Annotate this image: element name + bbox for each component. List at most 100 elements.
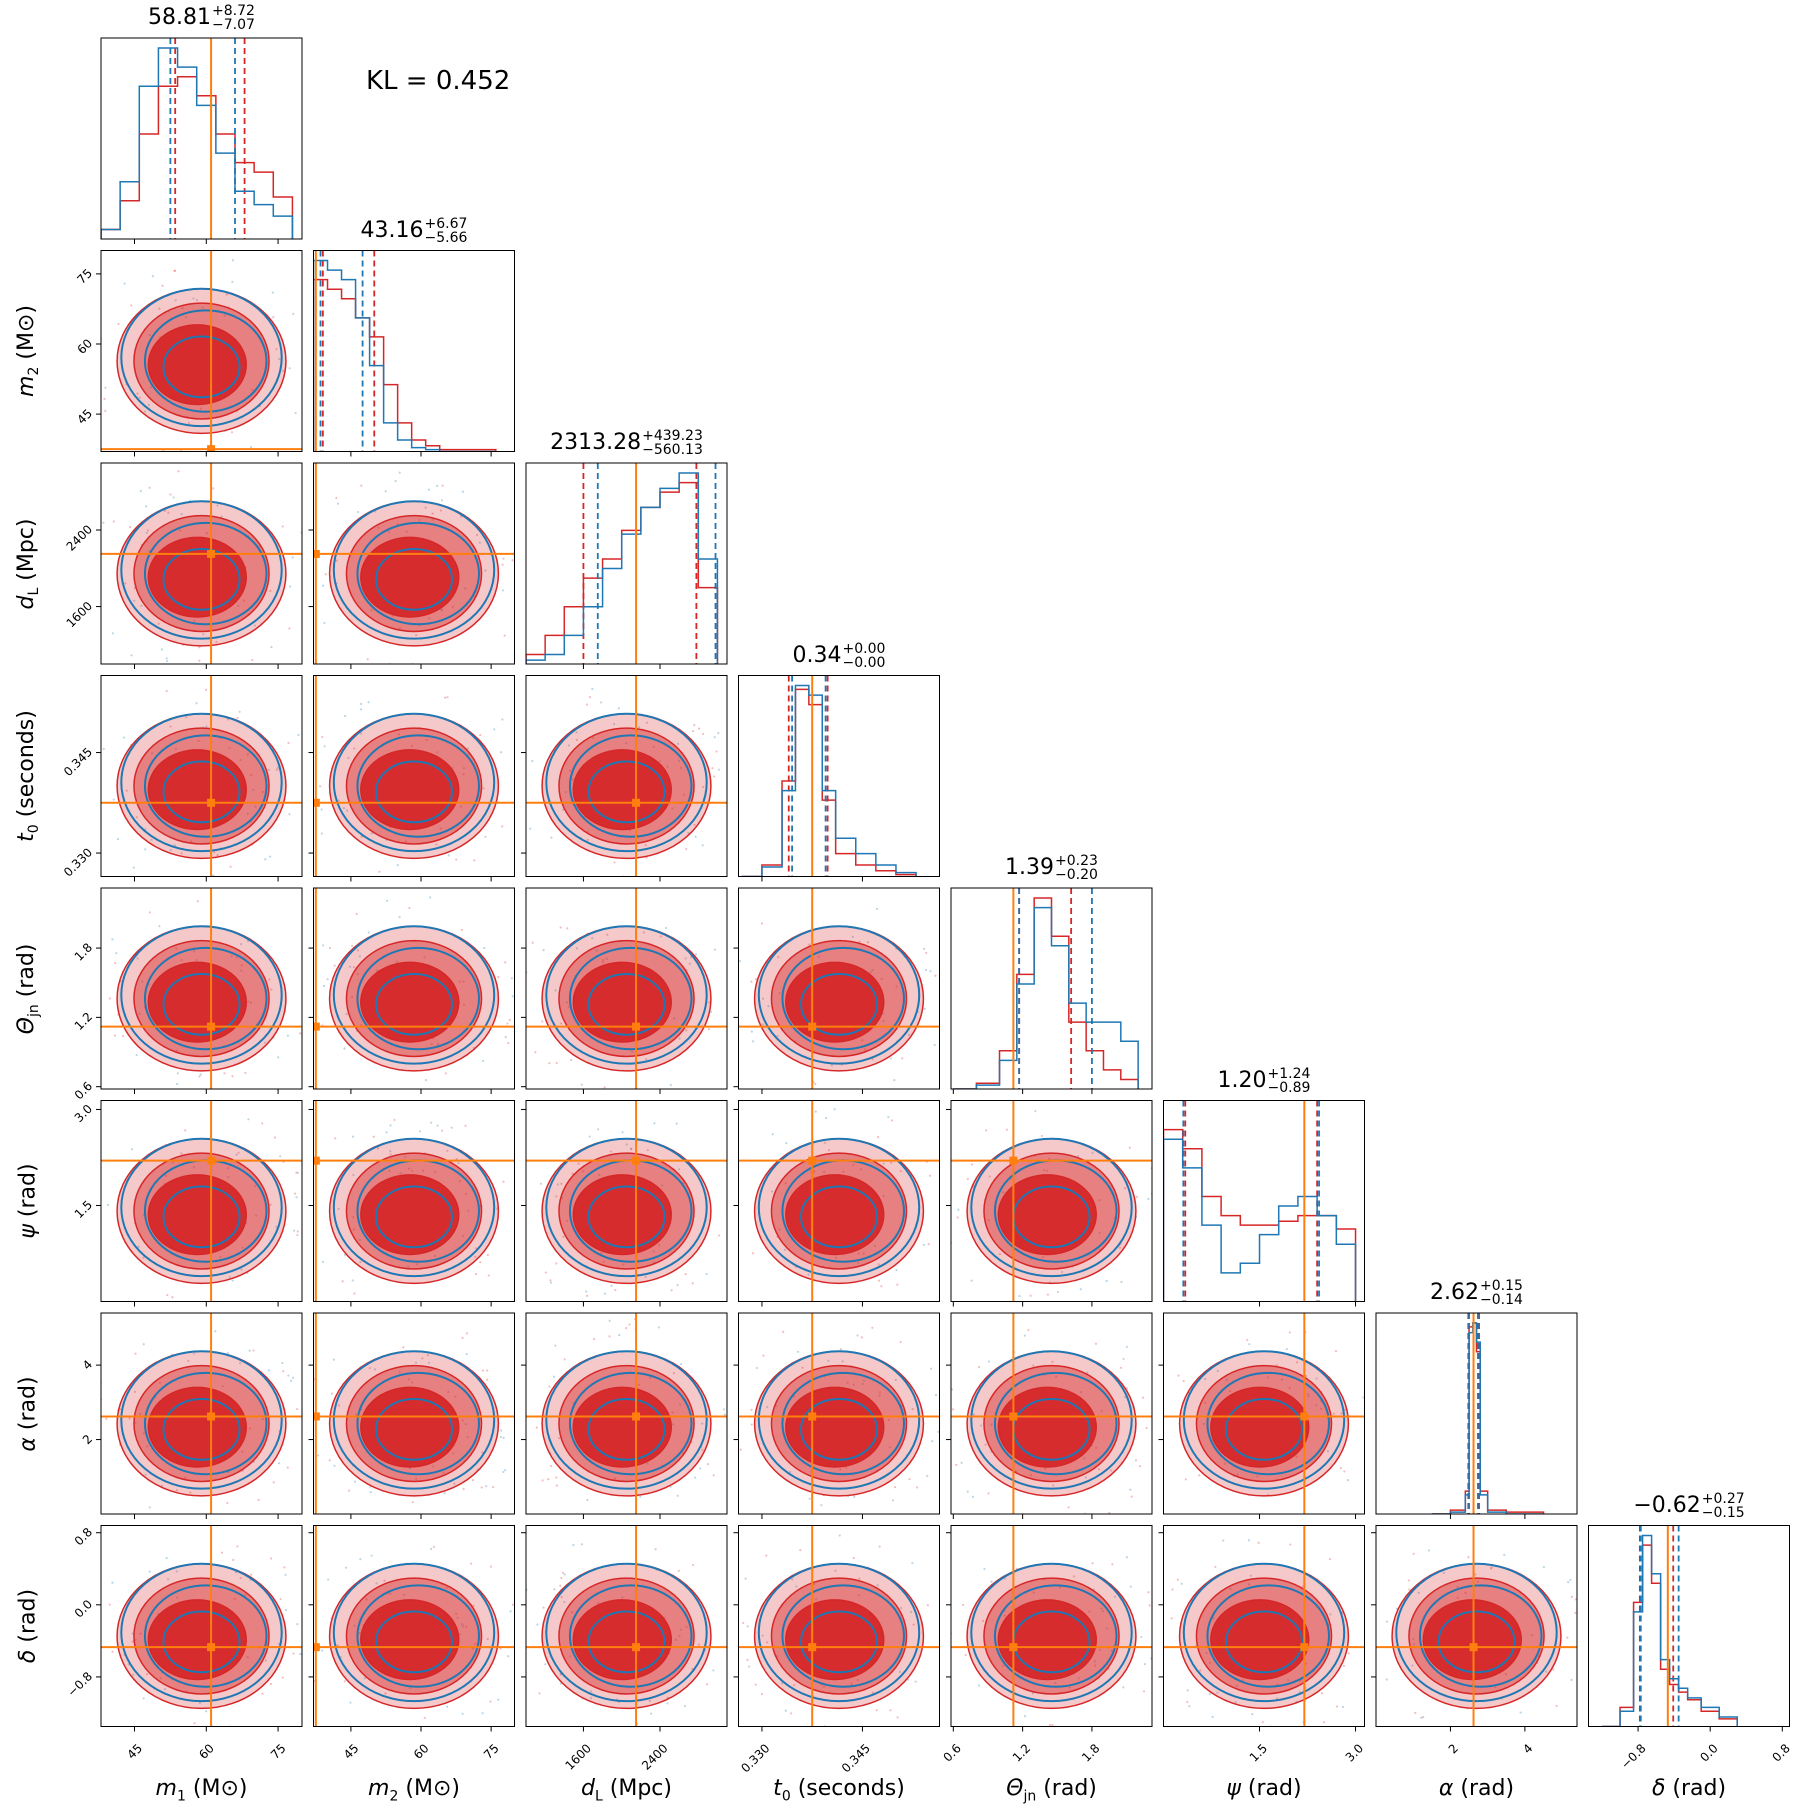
scatter-point [1094,1342,1098,1345]
contour-blue-outer [120,287,283,428]
panel-frame [950,1100,1153,1302]
scatter-point [228,1275,232,1278]
scatter-point [254,805,257,808]
scatter-point [1094,1728,1096,1730]
panel-frame [100,250,303,452]
scatter-point [861,1382,864,1386]
panel-psi-dL [521,1100,728,1307]
y-axis-label-m2: m2 (M⊙) [13,305,43,397]
scatter-point [677,759,681,762]
scatter-point [549,1279,552,1282]
scatter-point [444,696,447,699]
panel-frame [738,675,940,877]
scatter-point [1018,1294,1021,1298]
contour-blue-inner [375,972,453,1036]
y-tick-label-m2: 60 [74,336,95,357]
scatter-point [169,1091,171,1093]
contour-blue-outer [1182,1350,1346,1490]
contour-red-inner [572,961,672,1043]
scatter-point [799,1549,802,1552]
scatter-point [408,1686,412,1690]
scatter-point [730,1446,732,1448]
panel-alpha-alpha [1375,1312,1578,1519]
scatter-point [405,530,408,533]
scatter-point [114,961,117,965]
scatter-point [337,1207,340,1210]
truth-marker [808,1643,817,1652]
scatter-point [1198,1474,1201,1477]
scatter-point [501,825,504,828]
scatter-point [357,510,360,514]
scatter-point [1287,1678,1290,1682]
panel-t0-m1: 0.330 0.345 [61,675,303,882]
scatter-point [458,1179,462,1183]
scatter-point [693,823,696,827]
scatter-point [135,1054,138,1057]
scatter-point [891,1499,895,1502]
scatter-point [111,632,114,635]
truth-marker [1009,1412,1018,1421]
scatter-point [1100,1607,1103,1610]
scatter-point [811,1094,813,1096]
scatter-point [555,1061,558,1065]
scatter-point [215,641,218,644]
contour-blue-outer [545,1137,708,1278]
scatter-point [173,269,176,272]
panel-m1-m1 [100,37,303,244]
scatter-point [770,1190,774,1193]
scatter-point [577,1162,580,1165]
scatter-point [158,1381,162,1384]
scatter-point [674,1638,677,1641]
contour-blue-outer [120,712,283,853]
scatter-point [560,1576,563,1580]
scatter-point [699,1467,702,1470]
scatter-point [431,518,434,521]
scatter-point [160,648,164,651]
scatter-point [426,1354,429,1357]
scatter-point [139,489,142,493]
scatter-point [444,1072,447,1075]
scatter-point [1385,1620,1389,1623]
scatter-point [876,1584,879,1587]
scatter-point [169,493,172,496]
scatter-point [212,487,215,490]
scatter-point [1182,1379,1185,1383]
scatter-point [465,1625,468,1628]
scatter-point [877,1263,880,1266]
panel-frame [100,1525,303,1727]
scatter-point [104,409,107,412]
scatter-point [705,1683,709,1686]
scatter-point [825,1117,828,1120]
posterior-title-dL: 2313.28 +439.23 −560.13 [550,428,703,458]
scatter-point [146,1445,149,1448]
scatter-point [688,962,691,965]
scatter-point [984,1443,987,1446]
scatter-point [1119,1366,1123,1369]
scatter-point [151,752,154,755]
scatter-point [571,778,575,781]
scatter-point [1212,1617,1215,1620]
scatter-point [204,1710,208,1713]
truth-marker [313,1643,320,1652]
scatter-point [933,1043,936,1047]
scatter-point [1120,1280,1123,1284]
scatter-point [694,953,698,956]
scatter-point [293,1192,297,1195]
scatter-point [471,1479,475,1482]
scatter-point [1002,1664,1005,1667]
scatter-point [1460,1734,1462,1736]
scatter-point [813,1583,816,1586]
scatter-point [684,957,687,960]
contour-blue-mid [143,521,268,626]
scatter-point [750,1030,753,1033]
scatter-point [839,1348,843,1351]
scatter-point [246,812,249,815]
scatter-point [652,745,655,749]
scatter-point [179,529,182,532]
scatter-point [930,1367,933,1370]
scatter-point [112,798,115,801]
scatter-point [1328,1558,1332,1561]
scatter-point [924,968,928,972]
scatter-point [877,1279,880,1282]
scatter-point [750,1423,753,1426]
